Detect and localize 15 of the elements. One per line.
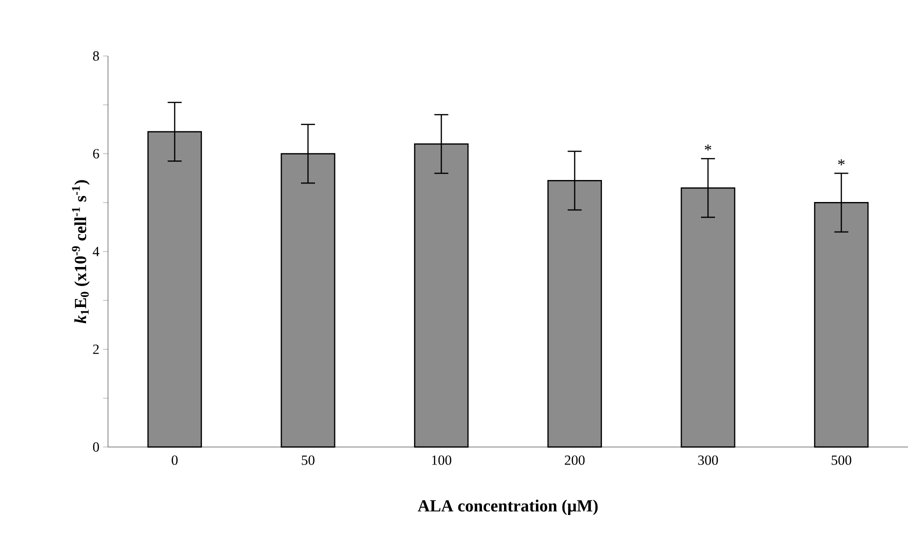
x-tick-label: 300 <box>698 455 718 465</box>
x-tick-label: 500 <box>832 455 852 465</box>
x-tick-label: 200 <box>564 455 585 465</box>
y-tick-label: 4 <box>92 246 100 256</box>
x-tick-label: 50 <box>302 455 314 465</box>
y-tick-label: 0 <box>93 442 99 452</box>
y-tick-label: 2 <box>93 344 99 354</box>
x-tick-label: 100 <box>432 455 452 465</box>
y-tick-label: 8 <box>93 51 99 61</box>
x-tick-label: 0 <box>172 455 178 465</box>
text: k$_{1}$E$_{0}$ (x10$^{-9}$ cell$^{-1}$ s$^{-1}$) <box>72 180 90 324</box>
y-tick-label: 6 <box>93 149 100 158</box>
x-axis-title: ALA concentration (μM) <box>418 500 598 516</box>
annotation: * <box>838 159 845 166</box>
annotation: * <box>704 144 712 151</box>
